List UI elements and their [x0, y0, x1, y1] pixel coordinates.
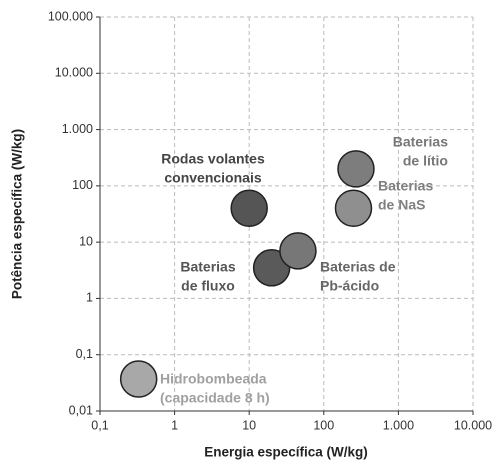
point-label: Baterias — [393, 134, 448, 150]
point — [337, 150, 375, 188]
point-label: de lítio — [403, 153, 448, 169]
point-label: Hidrobombeada — [160, 371, 267, 387]
point-label: Baterias — [180, 259, 235, 275]
x-tick-label: 1.000 — [383, 418, 414, 432]
point-label: convencionais — [164, 170, 261, 186]
point — [334, 189, 373, 228]
x-axis-title: Energia específica (W/kg) — [204, 445, 368, 460]
x-tick-label: 100 — [313, 418, 334, 432]
y-tick-label: 100 — [72, 178, 93, 192]
point — [279, 232, 317, 270]
point-label: Rodas volantes — [161, 151, 265, 167]
y-tick-label: 100.000 — [48, 9, 93, 23]
point-label: de fluxo — [181, 278, 235, 294]
y-axis-title: Potência específica (W/kg) — [10, 129, 25, 299]
x-tick-label: 10 — [242, 418, 256, 432]
point-label: Pb-ácido — [320, 278, 379, 294]
y-tick-label: 0,1 — [76, 347, 93, 361]
point — [119, 360, 158, 398]
y-tick-label: 1.000 — [62, 122, 93, 136]
y-tick-label: 0,01 — [69, 403, 93, 417]
y-tick-label: 10 — [79, 234, 93, 248]
point-label: de NaS — [378, 197, 425, 213]
x-tick-label: 0,1 — [91, 418, 108, 432]
y-tick-label: 10.000 — [55, 66, 93, 80]
point-label: Baterias de — [320, 259, 396, 275]
point — [252, 249, 291, 287]
x-tick-label: 10.000 — [454, 418, 492, 432]
y-tick-label: 1 — [86, 291, 93, 305]
point-label: Baterias — [378, 178, 433, 194]
point — [230, 189, 268, 228]
x-tick-label: 1 — [171, 418, 178, 432]
point-label: (capacidade 8 h) — [160, 390, 270, 406]
